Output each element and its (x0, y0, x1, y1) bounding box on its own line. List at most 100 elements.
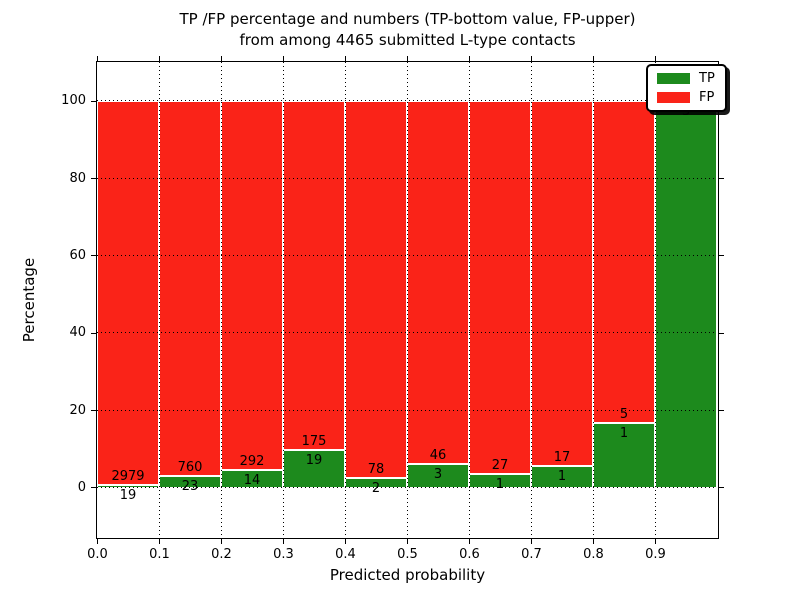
bar-segment-fp (284, 100, 344, 450)
horizontal-gridline (97, 254, 717, 256)
tp-count-label: 1 (557, 468, 567, 484)
plot-area: 297919760232921417519782463271171513 (96, 61, 719, 539)
horizontal-gridline (97, 100, 717, 102)
bar-segment-tp (284, 449, 344, 488)
x-tick-mark (655, 539, 656, 544)
fp-count-label: 292 (239, 453, 265, 469)
x-tick-mark-top (593, 56, 594, 61)
x-tick-mark (531, 539, 532, 544)
x-tick-label: 0.7 (521, 547, 542, 562)
tp-count-label: 3 (433, 466, 443, 482)
fp-count-label: 5 (619, 407, 629, 423)
y-tick-mark-right (719, 487, 724, 489)
y-tick-label: 100 (61, 93, 86, 109)
y-axis-label: Percentage (20, 257, 38, 343)
y-tick-mark-right (719, 410, 724, 412)
y-tick-mark-right (719, 255, 724, 257)
x-tick-mark (283, 539, 284, 544)
x-tick-mark-top (97, 56, 98, 61)
horizontal-gridline (97, 332, 717, 334)
x-tick-label: 0.9 (645, 547, 666, 562)
x-tick-mark-top (469, 56, 470, 61)
bar-segment-tp (346, 477, 406, 488)
bar-segment-fp (346, 100, 406, 478)
vertical-gridline (468, 62, 470, 537)
x-tick-mark (345, 539, 346, 544)
bar-segment-tp (408, 463, 468, 488)
x-tick-mark (97, 539, 98, 544)
bar-segment-tp (98, 485, 158, 488)
x-tick-label: 0.8 (583, 547, 604, 562)
y-tick-label: 80 (69, 170, 86, 186)
y-tick-mark (91, 100, 96, 102)
x-tick-label: 0.4 (335, 547, 356, 562)
y-tick-mark (91, 410, 96, 412)
legend-swatch-tp-icon (657, 73, 690, 84)
x-tick-label: 0.3 (273, 547, 294, 562)
chart-title-line2: from among 4465 submitted L-type contact… (239, 31, 576, 49)
y-tick-mark (91, 487, 96, 489)
y-tick-mark-right (719, 332, 724, 334)
vertical-gridline (158, 62, 160, 537)
y-tick-mark (91, 255, 96, 257)
bar-segment-fp (98, 100, 158, 486)
bar-segment-fp (594, 100, 654, 423)
x-tick-mark-top (159, 56, 160, 61)
horizontal-gridline (97, 486, 717, 488)
bar-segment-tp (594, 423, 654, 488)
x-tick-label: 0.0 (87, 547, 108, 562)
fp-count-label: 2979 (111, 469, 145, 485)
bar-segment-tp (532, 465, 592, 488)
vertical-gridline (654, 62, 656, 537)
x-tick-mark (159, 539, 160, 544)
y-tick-mark (91, 332, 96, 334)
legend-swatch-fp-icon (657, 92, 690, 103)
legend-item-fp: FP (657, 91, 715, 104)
bar-segment-fp (470, 100, 530, 474)
tp-count-label: 2 (371, 480, 381, 496)
x-tick-mark-top (407, 56, 408, 61)
y-tick-label: 40 (69, 325, 86, 341)
y-tick-label: 60 (69, 247, 86, 263)
vertical-gridline (530, 62, 532, 537)
x-tick-label: 0.1 (149, 547, 170, 562)
x-tick-mark (469, 539, 470, 544)
tp-count-label: 1 (619, 426, 629, 441)
y-tick-label: 20 (69, 402, 86, 418)
bar-segment-fp (532, 100, 592, 466)
x-tick-label: 0.5 (397, 547, 418, 562)
x-tick-mark-top (531, 56, 532, 61)
fp-count-label: 46 (429, 447, 447, 463)
bar-segment-tp (222, 469, 282, 488)
horizontal-gridline (97, 409, 717, 411)
tp-count-label: 1 (495, 476, 505, 492)
bar-segment-tp (160, 476, 220, 488)
legend-label-fp: FP (699, 90, 715, 105)
legend-item-tp: TP (657, 72, 715, 85)
y-tick-mark-right (719, 178, 724, 180)
tp-count-label: 14 (243, 472, 261, 488)
tp-count-label: 23 (181, 479, 199, 495)
bar-segment-fp (222, 100, 282, 470)
chart-title: TP /FP percentage and numbers (TP-bottom… (96, 9, 719, 51)
x-tick-mark (593, 539, 594, 544)
tp-count-label: 19 (119, 488, 137, 504)
bar-segment-fp (160, 100, 220, 477)
y-tick-mark (91, 178, 96, 180)
bar-segment-fp (408, 100, 468, 464)
vertical-gridline (282, 62, 284, 537)
x-tick-mark-top (345, 56, 346, 61)
x-tick-label: 0.6 (459, 547, 480, 562)
bar-segment-tp (656, 100, 716, 488)
vertical-gridline (344, 62, 346, 537)
vertical-gridline (592, 62, 594, 537)
x-tick-mark (407, 539, 408, 544)
fp-count-label: 78 (367, 461, 385, 477)
fp-count-label: 175 (301, 433, 327, 449)
vertical-gridline (220, 62, 222, 537)
x-tick-mark-top (221, 56, 222, 61)
x-tick-mark-top (283, 56, 284, 61)
x-axis-label: Predicted probability (329, 566, 486, 584)
tp-count-label: 19 (305, 452, 323, 468)
horizontal-gridline (97, 177, 717, 179)
